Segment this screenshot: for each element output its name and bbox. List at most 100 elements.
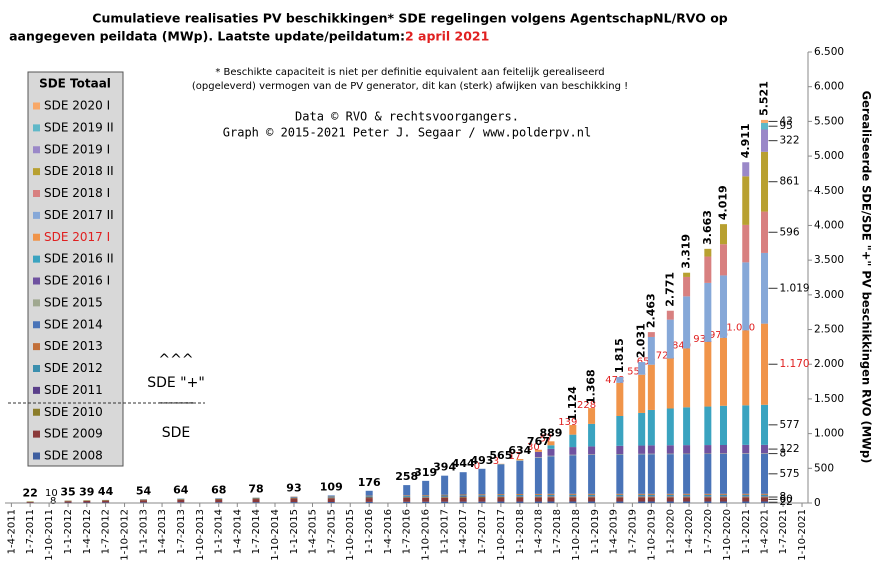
x-tick-label: 1-7-2012 <box>101 509 112 554</box>
x-tick-label: 1-1-2021 <box>741 509 752 554</box>
bar-segment <box>616 497 624 502</box>
bar-segment <box>719 493 727 495</box>
bar-segment <box>761 151 769 212</box>
x-tick-label: 1-1-2018 <box>515 509 526 554</box>
y-tick-label: 3.000 <box>814 289 844 301</box>
total-label: 634 <box>508 444 531 457</box>
bar-segment <box>704 256 712 283</box>
bar-segment <box>478 501 486 503</box>
bar-segment <box>569 455 577 494</box>
bar-segment <box>616 454 624 455</box>
bar-segment <box>177 502 185 503</box>
bar-segment <box>26 501 34 503</box>
total-label: 4.911 <box>739 123 752 158</box>
bar-segment <box>516 501 524 503</box>
bar-segment <box>516 459 524 461</box>
bar-segment <box>534 451 542 458</box>
bar-segment <box>666 310 674 320</box>
bar-segment <box>547 496 555 498</box>
title-line2: aangegeven peildata (MWp). Laatste updat… <box>9 29 405 44</box>
x-tick-label: 1-4-2018 <box>533 509 544 554</box>
x-tick-label: 1-7-2017 <box>477 509 488 554</box>
bar-segment <box>83 500 91 503</box>
x-tick-label: 1-10-2014 <box>270 509 281 561</box>
bar-segment <box>403 501 411 503</box>
x-tick-label: 1-4-2014 <box>232 509 243 554</box>
bar-segment <box>459 497 467 502</box>
bar-segment <box>327 496 335 498</box>
value-label: 57 <box>540 433 553 444</box>
bar-segment <box>459 497 467 498</box>
legend-label: SDE 2010 <box>44 405 103 419</box>
bar-segment <box>365 501 373 503</box>
x-tick-label: 1-4-2019 <box>609 509 620 554</box>
bar-segment <box>616 382 624 416</box>
note: * Beschikte capaciteit is niet per defin… <box>215 67 604 78</box>
bar-segment <box>638 412 646 446</box>
total-label: 394 <box>433 461 456 474</box>
bar-segment <box>478 494 486 496</box>
total-label: 39 <box>79 485 94 498</box>
bar-segment <box>616 445 624 455</box>
bar-segment <box>547 448 555 456</box>
value-label: 551 <box>627 367 646 378</box>
bar-segment <box>569 496 577 498</box>
bar-segment <box>761 496 769 497</box>
end-label: 322 <box>780 135 800 147</box>
bar-segment <box>547 455 555 457</box>
bar-segment <box>588 497 596 502</box>
bar-segment <box>290 496 298 498</box>
bar-segment <box>666 408 674 446</box>
legend-label: SDE 2019 I <box>44 142 110 156</box>
x-tick-label: 1-1-2012 <box>63 509 74 554</box>
bar-segment <box>719 494 727 497</box>
legend-box <box>27 71 124 467</box>
bar-segment <box>742 453 750 454</box>
x-tick-label: 1-10-2011 <box>44 509 55 561</box>
end-label: 596 <box>780 226 800 238</box>
bar-segment <box>761 404 769 445</box>
bar-segment <box>742 493 750 495</box>
bar-segment <box>588 494 596 497</box>
bar-segment <box>666 497 674 502</box>
total-label: 78 <box>248 483 263 496</box>
bar-segment <box>719 405 727 445</box>
bar-segment <box>365 490 373 496</box>
bar-segment <box>459 495 467 497</box>
bar-segment <box>704 248 712 257</box>
bar-segment <box>742 444 750 454</box>
bar-segment <box>422 480 430 496</box>
value-label: 228 <box>577 400 596 411</box>
bar-segment <box>327 495 335 497</box>
total-label: 22 <box>22 486 37 499</box>
bar-segment <box>569 494 577 497</box>
bar-segment <box>588 493 596 495</box>
total-label: 1.124 <box>566 386 579 421</box>
end-label: 43 <box>780 115 793 127</box>
bar-segment <box>290 502 298 503</box>
bar-segment <box>547 493 555 495</box>
bar-segment <box>742 496 750 498</box>
bar-segment <box>516 494 524 497</box>
x-tick-label: 1-10-2015 <box>345 509 356 561</box>
x-tick-label: 1-7-2014 <box>251 509 262 554</box>
legend-label: SDE 2011 <box>44 383 103 397</box>
bar-segment <box>215 502 223 503</box>
bar-segment <box>647 336 655 365</box>
y-axis-label: Gerealiseerde SDE/SDE "+" PV beschikking… <box>860 91 874 464</box>
x-tick-label: 1-10-2018 <box>571 509 582 561</box>
bar-segment <box>177 499 185 500</box>
y-tick-label: 3.500 <box>814 254 844 266</box>
bar-segment <box>547 441 555 446</box>
bar-segment <box>547 501 555 503</box>
bar-segment <box>365 497 373 499</box>
bar-segment <box>638 494 646 497</box>
bar-segment <box>497 501 505 503</box>
bar-segment <box>441 497 449 502</box>
bar-segment <box>26 502 34 503</box>
bar-segment <box>683 496 691 497</box>
bar-segment <box>534 449 542 452</box>
bar-segment <box>588 496 596 497</box>
credit: Data © RVO & rechtsvoorgangers. <box>295 110 519 124</box>
bar-segment <box>588 501 596 503</box>
